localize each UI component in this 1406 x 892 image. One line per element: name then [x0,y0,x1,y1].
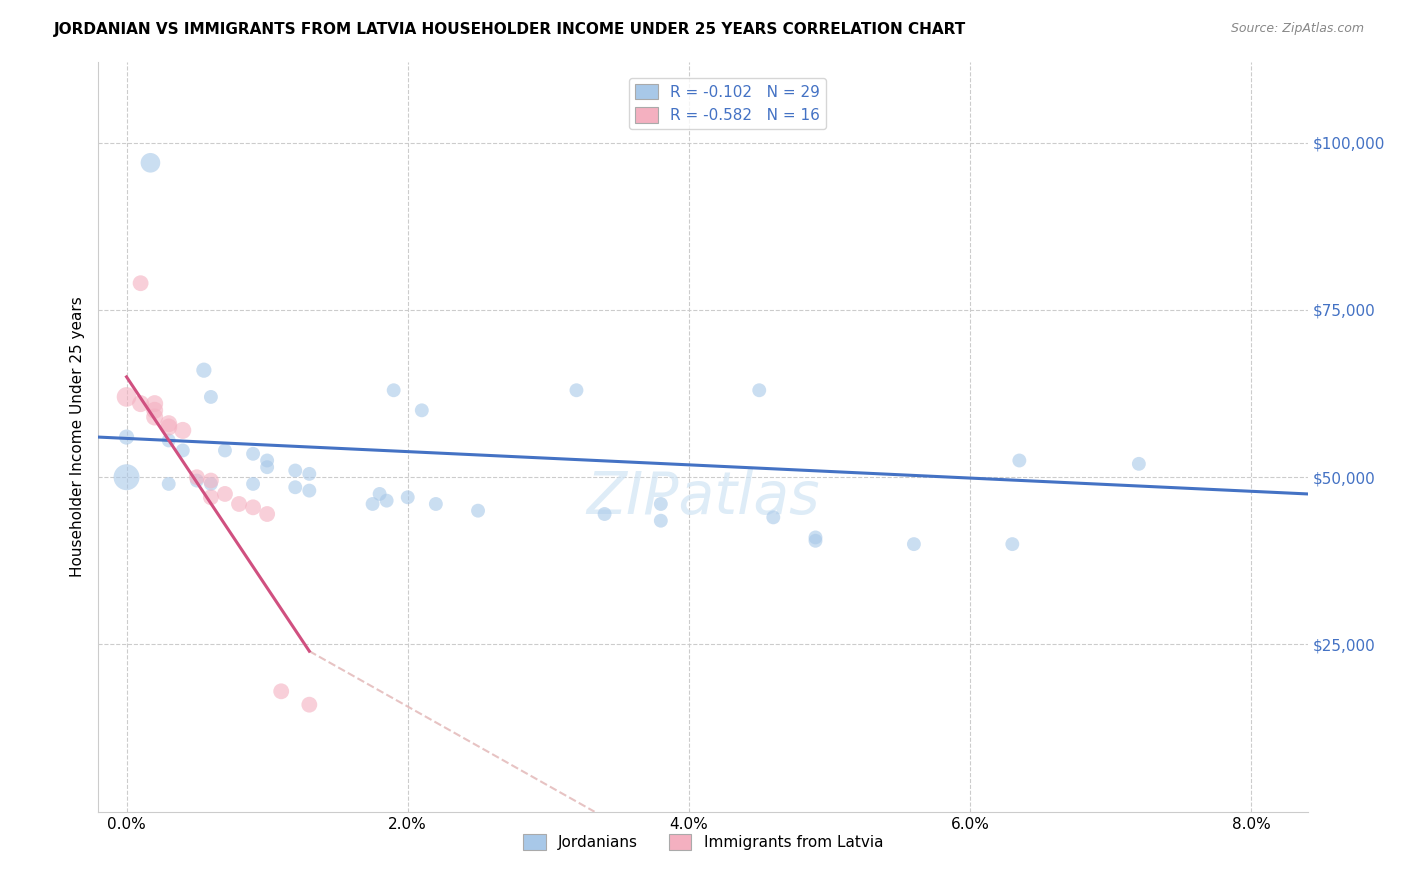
Point [157,420,180,434]
Point [228,497,250,511]
Point [361,497,384,511]
Point [298,698,321,712]
Point [214,443,236,458]
Point [382,384,405,398]
Point [1128,457,1150,471]
Point [762,510,785,524]
Point [186,470,208,484]
Point [242,447,264,461]
Text: ZIPatlas: ZIPatlas [586,468,820,525]
Point [157,417,180,431]
Point [157,476,180,491]
Point [200,490,222,504]
Text: Source: ZipAtlas.com: Source: ZipAtlas.com [1230,22,1364,36]
Point [650,497,672,511]
Point [368,487,391,501]
Point [200,390,222,404]
Point [284,464,307,478]
Point [186,474,208,488]
Point [172,443,194,458]
Point [565,384,588,398]
Point [200,476,222,491]
Point [375,493,398,508]
Point [129,396,152,410]
Point [256,453,278,467]
Point [256,460,278,475]
Point [593,507,616,521]
Point [115,470,138,484]
Point [284,480,307,494]
Point [1008,453,1031,467]
Point [270,684,292,698]
Point [748,384,770,398]
Point [467,503,489,517]
Point [650,514,672,528]
Point [1001,537,1024,551]
Point [200,474,222,488]
Legend: Jordanians, Immigrants from Latvia: Jordanians, Immigrants from Latvia [517,829,889,856]
Point [242,476,264,491]
Point [298,467,321,481]
Point [129,276,152,290]
Point [143,409,166,424]
Point [172,423,194,437]
Point [425,497,447,511]
Point [143,403,166,417]
Point [157,434,180,448]
Point [396,490,419,504]
Point [411,403,433,417]
Point [256,507,278,521]
Point [214,487,236,501]
Point [298,483,321,498]
Text: JORDANIAN VS IMMIGRANTS FROM LATVIA HOUSEHOLDER INCOME UNDER 25 YEARS CORRELATIO: JORDANIAN VS IMMIGRANTS FROM LATVIA HOUS… [53,22,966,37]
Point [143,396,166,410]
Point [903,537,925,551]
Point [193,363,215,377]
Point [804,530,827,544]
Point [139,155,162,169]
Point [115,430,138,444]
Y-axis label: Householder Income Under 25 years: Householder Income Under 25 years [69,297,84,577]
Point [115,390,138,404]
Point [804,533,827,548]
Point [242,500,264,515]
